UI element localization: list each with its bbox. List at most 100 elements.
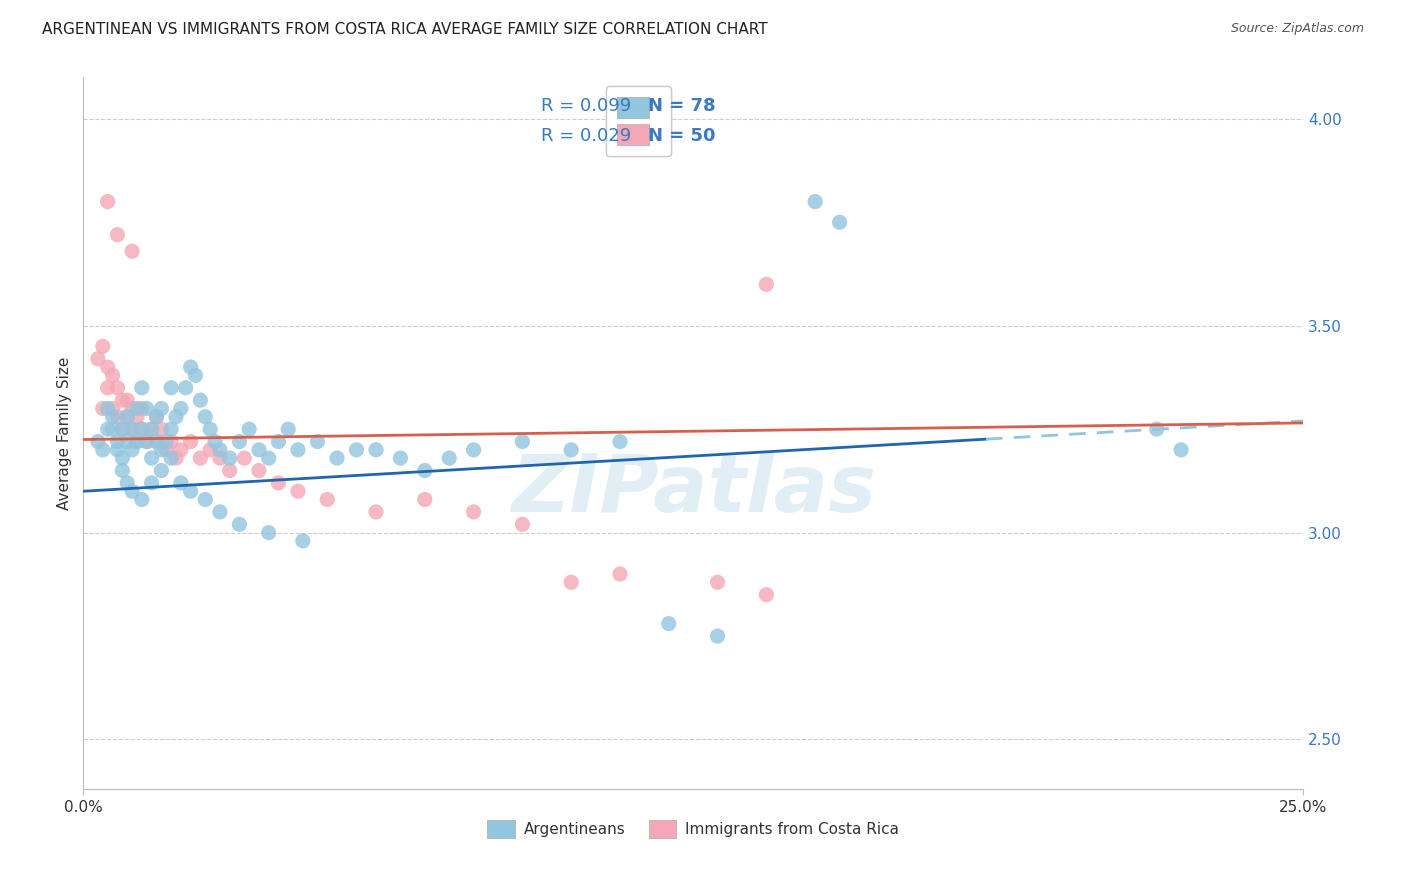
Point <box>512 434 534 449</box>
Point <box>198 422 221 436</box>
Point <box>233 451 256 466</box>
Point <box>145 434 167 449</box>
Point <box>141 451 163 466</box>
Point <box>131 492 153 507</box>
Point <box>115 475 138 490</box>
Point <box>1146 422 1168 436</box>
Point <box>150 464 173 478</box>
Point <box>107 442 129 457</box>
Point <box>165 409 187 424</box>
Text: R = 0.099: R = 0.099 <box>541 97 631 115</box>
Text: Source: ZipAtlas.com: Source: ZipAtlas.com <box>1230 22 1364 36</box>
Point <box>101 401 124 416</box>
Point <box>267 434 290 449</box>
Point <box>218 451 240 466</box>
Point <box>287 442 309 457</box>
Point <box>512 517 534 532</box>
Point <box>180 484 202 499</box>
Point <box>208 451 231 466</box>
Point <box>413 492 436 507</box>
Point <box>609 566 631 581</box>
Point <box>97 194 120 209</box>
Point <box>165 451 187 466</box>
Point <box>463 505 485 519</box>
Point <box>190 393 212 408</box>
Point <box>115 434 138 449</box>
Point <box>121 442 143 457</box>
Point <box>194 492 217 507</box>
Point <box>150 422 173 436</box>
Y-axis label: Average Family Size: Average Family Size <box>58 357 72 510</box>
Point <box>609 434 631 449</box>
Point <box>291 533 314 548</box>
Point <box>107 381 129 395</box>
Point <box>160 381 183 395</box>
Point <box>145 409 167 424</box>
Point <box>131 381 153 395</box>
Point <box>198 442 221 457</box>
Point <box>307 434 329 449</box>
Point <box>247 442 270 457</box>
Point <box>150 401 173 416</box>
Point <box>346 442 368 457</box>
Point <box>107 227 129 242</box>
Point <box>170 475 193 490</box>
Point <box>97 360 120 375</box>
Point <box>706 575 728 590</box>
Point <box>277 422 299 436</box>
Point <box>111 464 134 478</box>
Point <box>97 422 120 436</box>
Point <box>91 339 114 353</box>
Point <box>91 401 114 416</box>
Point <box>804 194 827 209</box>
Text: R = 0.029: R = 0.029 <box>541 127 631 145</box>
Point <box>115 409 138 424</box>
Point <box>160 451 183 466</box>
Point <box>389 451 412 466</box>
Point <box>125 434 148 449</box>
Point <box>413 464 436 478</box>
Point <box>560 442 582 457</box>
Point <box>364 442 387 457</box>
Point <box>141 475 163 490</box>
Point <box>101 409 124 424</box>
Point <box>111 422 134 436</box>
Point <box>150 442 173 457</box>
Point <box>125 401 148 416</box>
Point <box>180 360 202 375</box>
Point <box>111 451 134 466</box>
Point <box>160 422 183 436</box>
Point <box>135 434 157 449</box>
Point <box>326 451 349 466</box>
Point <box>208 442 231 457</box>
Point <box>145 434 167 449</box>
Point <box>228 517 250 532</box>
Point <box>267 475 290 490</box>
Point <box>194 409 217 424</box>
Point <box>160 434 183 449</box>
Point <box>287 484 309 499</box>
Point <box>463 442 485 457</box>
Point <box>121 244 143 259</box>
Point <box>155 434 177 449</box>
Point <box>1170 442 1192 457</box>
Point <box>439 451 461 466</box>
Point <box>658 616 681 631</box>
Legend: , : , <box>606 87 671 156</box>
Point <box>97 401 120 416</box>
Point <box>364 505 387 519</box>
Point <box>87 351 110 366</box>
Point <box>115 409 138 424</box>
Point <box>125 434 148 449</box>
Point <box>180 434 202 449</box>
Point <box>87 434 110 449</box>
Text: N = 50: N = 50 <box>648 127 716 145</box>
Point <box>174 381 197 395</box>
Point <box>135 401 157 416</box>
Point <box>101 368 124 383</box>
Text: ZIPatlas: ZIPatlas <box>510 451 876 529</box>
Point <box>141 422 163 436</box>
Point <box>121 484 143 499</box>
Point <box>107 409 129 424</box>
Point <box>755 588 778 602</box>
